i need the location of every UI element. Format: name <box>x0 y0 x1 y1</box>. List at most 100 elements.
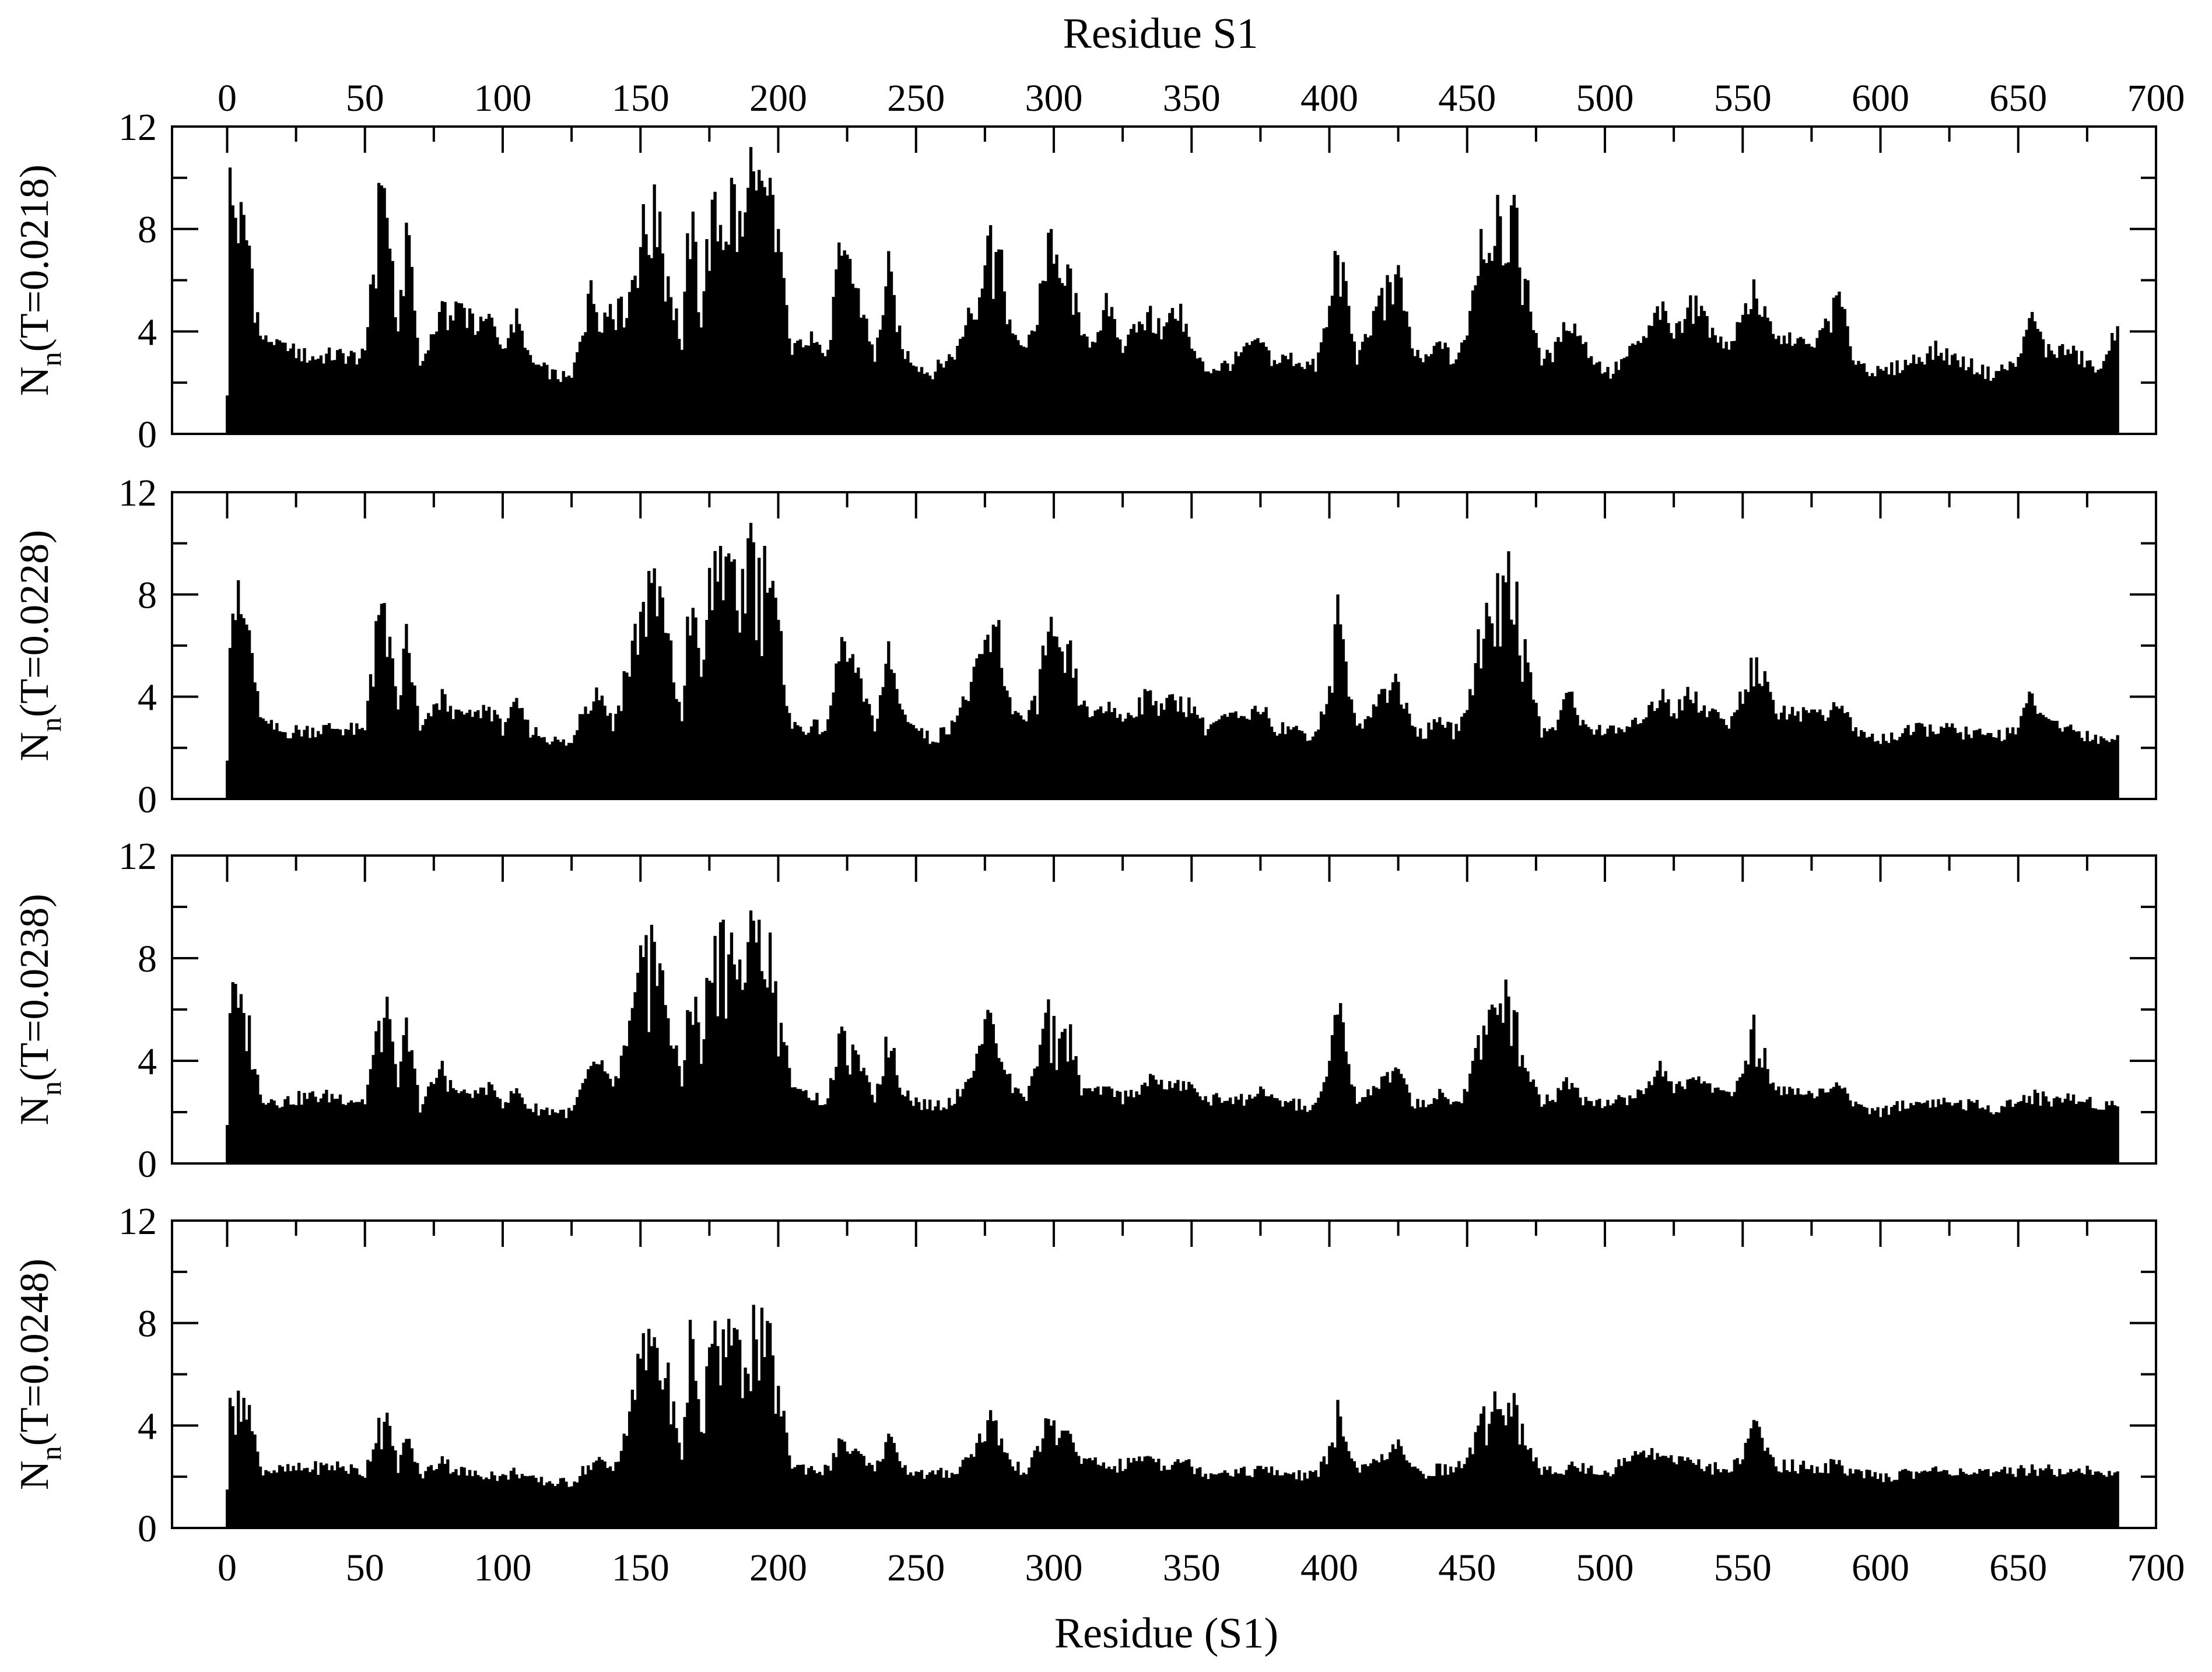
bar <box>664 633 667 799</box>
bar <box>1044 281 1047 434</box>
bar <box>619 296 623 434</box>
bar <box>1587 1468 1590 1528</box>
bar <box>2113 1472 2117 1528</box>
bar <box>1865 1107 1869 1163</box>
bar <box>1857 1104 1860 1163</box>
bar <box>1399 1446 1403 1528</box>
bar <box>1667 323 1670 434</box>
bar <box>1223 360 1226 434</box>
bar <box>1204 1096 1207 1163</box>
bar <box>573 1105 576 1163</box>
bar <box>347 1102 350 1163</box>
bar <box>2088 1470 2092 1528</box>
bar <box>504 722 507 799</box>
bar <box>997 620 1001 799</box>
bar <box>553 737 557 799</box>
bar <box>1091 1091 1095 1163</box>
bar <box>1223 1470 1226 1528</box>
bar <box>1708 337 1712 434</box>
bar <box>697 647 700 799</box>
bar <box>914 1471 918 1528</box>
bar <box>664 1377 667 1528</box>
bar <box>889 1051 893 1163</box>
bar <box>837 1438 841 1528</box>
bar <box>859 1454 863 1528</box>
bar <box>603 312 607 434</box>
bar <box>283 1099 287 1163</box>
bar <box>269 1473 274 1528</box>
bar <box>1289 1100 1293 1163</box>
bar <box>1708 1464 1712 1528</box>
bar <box>531 735 535 799</box>
top-x-tick-label: 450 <box>1438 77 1496 120</box>
bar <box>344 1471 348 1528</box>
bar <box>457 303 461 434</box>
bar <box>1570 1083 1574 1163</box>
bar <box>1592 1106 1596 1163</box>
bar <box>1143 330 1147 434</box>
bar <box>410 267 414 434</box>
bar <box>1920 362 1924 434</box>
bar <box>247 630 251 799</box>
bar <box>1281 1106 1285 1163</box>
bar <box>1600 373 1604 434</box>
bar <box>576 1482 579 1528</box>
bar <box>1766 1069 1769 1163</box>
bar <box>1529 311 1533 434</box>
bar <box>1424 738 1428 799</box>
bar <box>606 1468 609 1528</box>
bar <box>523 719 527 799</box>
bar <box>788 1455 791 1528</box>
bar <box>1813 348 1817 434</box>
bar <box>738 211 742 434</box>
bar <box>1961 1109 1965 1163</box>
bar <box>1887 374 1891 434</box>
bar <box>1587 1100 1590 1163</box>
bar <box>1077 1456 1081 1528</box>
bar <box>1576 1088 1579 1163</box>
bar <box>1650 325 1654 434</box>
bar <box>308 1472 312 1528</box>
bar <box>446 711 450 799</box>
bar <box>829 1078 833 1163</box>
bar <box>537 1482 541 1528</box>
bar <box>1600 1474 1604 1528</box>
bar <box>548 1481 552 1528</box>
bar <box>1159 339 1163 434</box>
bar <box>1543 1104 1547 1163</box>
bar <box>1570 691 1574 799</box>
bar <box>1642 336 1646 434</box>
bar <box>1060 1032 1064 1163</box>
bar <box>655 616 659 799</box>
bar <box>410 1448 414 1528</box>
bar <box>498 718 502 799</box>
bar <box>1705 717 1709 799</box>
bar <box>1317 1477 1320 1528</box>
bar <box>636 288 640 434</box>
bar <box>562 1109 565 1163</box>
bar <box>854 1050 857 1163</box>
bar <box>1892 375 1896 434</box>
bar <box>1154 700 1158 799</box>
bar <box>678 702 681 799</box>
bar <box>308 1092 312 1163</box>
bar <box>978 297 981 434</box>
bar <box>427 1466 430 1528</box>
bar <box>1419 357 1422 434</box>
bar <box>1790 345 1794 434</box>
bar <box>1325 1464 1328 1528</box>
bar <box>1617 727 1621 799</box>
bar <box>1375 1087 1378 1163</box>
bar <box>1920 1471 1924 1528</box>
bar <box>917 1472 921 1528</box>
bar <box>1165 322 1169 434</box>
bar <box>1427 1105 1431 1163</box>
bar <box>920 728 924 799</box>
bar <box>278 731 282 799</box>
bar <box>584 706 587 799</box>
bar <box>1906 725 1910 799</box>
bar <box>1256 338 1260 434</box>
bar <box>1945 1102 1948 1163</box>
bar <box>1619 1097 1624 1163</box>
bar <box>1135 716 1138 799</box>
